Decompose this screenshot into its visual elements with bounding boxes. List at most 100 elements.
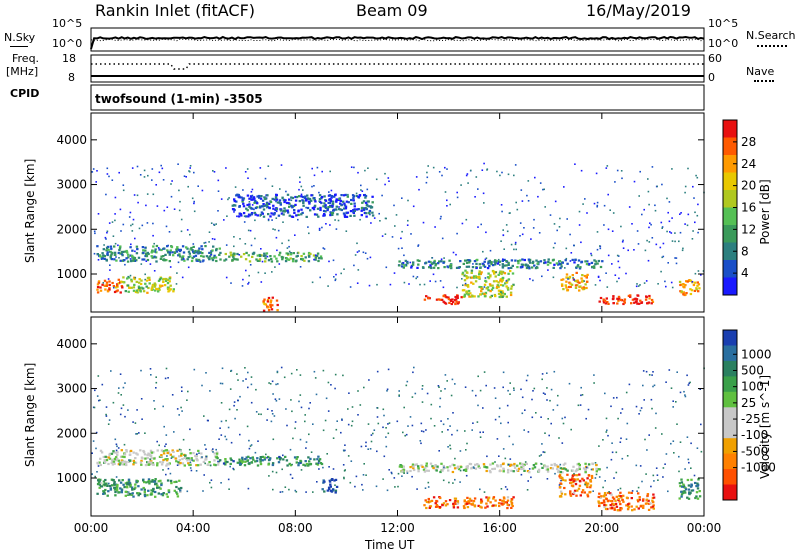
velocity-cell [220, 402, 223, 404]
power-cell [487, 262, 490, 265]
power-cell [483, 260, 486, 263]
power-cell [514, 243, 517, 246]
velocity-cell [334, 484, 336, 486]
velocity-cell [317, 462, 320, 464]
velocity-cell [578, 473, 581, 476]
velocity-cell [655, 467, 658, 469]
velocity-colorbar-segment [723, 360, 737, 377]
velocity-cell [115, 476, 118, 478]
power-cell [657, 283, 659, 285]
velocity-cell [489, 463, 492, 466]
power-cell [162, 280, 165, 283]
velocity-cell [241, 460, 245, 463]
power-cell [444, 191, 447, 193]
power-cell [107, 248, 110, 251]
power-cell [196, 259, 199, 262]
power-cell [371, 211, 374, 214]
velocity-cell [423, 470, 427, 473]
power-cell [500, 240, 502, 242]
power-cell [274, 208, 277, 212]
power-cell [695, 174, 697, 177]
power-cell [242, 212, 246, 215]
power-cell [194, 254, 198, 257]
power-cell [125, 249, 128, 253]
power-cell [138, 227, 141, 230]
velocity-cell [332, 437, 335, 439]
velocity-colorbar-segment [723, 422, 737, 439]
power-cell [563, 186, 565, 188]
power-cell [288, 245, 290, 248]
velocity-cell [598, 476, 601, 478]
power-cell [93, 230, 96, 233]
power-cell [313, 197, 316, 200]
velocity-cell [110, 484, 114, 487]
velocity-cell [584, 468, 588, 471]
power-cell [350, 166, 353, 168]
power-cell [121, 254, 124, 257]
power-cell [210, 253, 212, 256]
power-cell [173, 208, 176, 210]
velocity-cell [494, 418, 497, 421]
power-cell [547, 260, 550, 263]
velocity-cell [412, 465, 415, 468]
velocity-cell [98, 399, 100, 402]
velocity-cell [676, 423, 678, 425]
power-cell [580, 277, 583, 280]
velocity-cell [322, 479, 325, 482]
power-cell [679, 213, 681, 215]
power-cell [252, 251, 256, 254]
power-cell [177, 163, 179, 165]
velocity-cell [304, 464, 307, 467]
velocity-cell [110, 458, 114, 461]
power-cell [422, 221, 425, 224]
power-cell [313, 258, 315, 261]
power-cell [248, 197, 251, 200]
power-cell [122, 281, 125, 284]
velocity-cell [670, 442, 672, 445]
power-cell [560, 265, 563, 268]
velocity-cell [562, 467, 565, 470]
velocity-cell [439, 496, 442, 500]
power-cell [500, 272, 503, 276]
velocity-cell [160, 483, 163, 487]
velocity-cell [383, 414, 385, 417]
power-cell [320, 195, 324, 199]
velocity-cell [261, 459, 264, 462]
velocity-cell [244, 367, 246, 369]
power-cell [112, 285, 116, 288]
power-cell [562, 288, 565, 291]
velocity-cell [436, 465, 439, 468]
velocity-cell [172, 455, 176, 458]
power-cell [233, 211, 235, 213]
power-cell [571, 258, 574, 261]
velocity-cell [119, 373, 122, 375]
velocity-cell [496, 438, 499, 440]
power-cell [144, 249, 147, 252]
velocity-cell [428, 506, 431, 509]
power-cell [527, 258, 531, 261]
power-cell [631, 223, 633, 225]
power-cell [236, 252, 239, 256]
velocity-cell [427, 486, 430, 488]
power-cell [574, 163, 576, 165]
power-cell [418, 259, 421, 262]
velocity-cell [107, 490, 110, 493]
velocity-cell [169, 479, 173, 482]
velocity-cell [653, 384, 656, 387]
power-cell [246, 209, 249, 212]
power-cell [578, 224, 581, 226]
velocity-cell [636, 498, 639, 502]
power-cell [201, 248, 204, 251]
power-cell [138, 281, 141, 284]
cpid-label: CPID [10, 87, 40, 100]
power-feature-8 [598, 294, 655, 306]
power-cell [549, 214, 552, 216]
power-cell [465, 174, 468, 177]
velocity-cell [471, 429, 473, 431]
velocity-cell [696, 487, 700, 490]
velocity-cell [192, 452, 195, 455]
power-cell [154, 248, 157, 251]
velocity-cell [97, 375, 100, 377]
power-cell [674, 240, 676, 243]
velocity-cell [224, 458, 227, 461]
